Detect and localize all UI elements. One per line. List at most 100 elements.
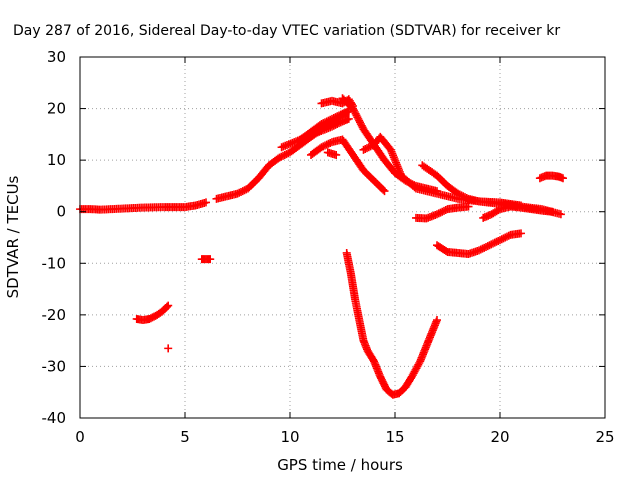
data-point xyxy=(335,119,343,128)
data-point xyxy=(483,242,492,251)
data-point xyxy=(322,117,331,126)
data-point xyxy=(501,233,510,242)
data-point xyxy=(462,193,471,202)
data-point xyxy=(454,189,462,198)
data-point xyxy=(461,193,469,202)
data-point xyxy=(317,143,326,152)
data-point xyxy=(364,143,373,152)
data-point xyxy=(478,244,487,253)
data-point xyxy=(361,144,370,153)
data-point xyxy=(433,210,441,219)
data-point xyxy=(459,192,468,201)
data-point xyxy=(164,344,173,353)
y-tick-label: -40 xyxy=(42,409,67,427)
data-point xyxy=(238,187,247,196)
data-point xyxy=(366,142,375,151)
data-point xyxy=(455,190,464,199)
data-point xyxy=(329,114,338,123)
data-point xyxy=(328,122,336,131)
x-tick-label: 15 xyxy=(385,428,404,446)
data-point xyxy=(324,139,333,148)
data-point xyxy=(490,238,499,247)
y-tick-label: 30 xyxy=(47,48,66,66)
data-point xyxy=(482,242,490,251)
data-point xyxy=(331,113,340,122)
data-point xyxy=(485,241,494,250)
data-point xyxy=(380,187,389,196)
y-tick-label: 10 xyxy=(47,151,66,169)
data-point xyxy=(517,229,525,238)
y-tick-label: -20 xyxy=(42,306,67,324)
data-point xyxy=(333,120,342,129)
data-point xyxy=(206,255,215,264)
data-point xyxy=(344,114,353,123)
data-point xyxy=(202,198,210,207)
data-point xyxy=(319,119,328,128)
data-point xyxy=(317,120,326,129)
data-point xyxy=(379,185,388,194)
data-point xyxy=(556,210,565,219)
data-point xyxy=(504,231,513,240)
data-point xyxy=(280,150,289,159)
data-point xyxy=(333,112,342,121)
data-point xyxy=(489,239,497,248)
x-tick-label: 0 xyxy=(75,428,85,446)
data-point xyxy=(499,234,508,243)
data-point xyxy=(433,316,441,325)
data-point xyxy=(335,111,343,120)
data-point xyxy=(559,174,567,183)
data-point xyxy=(497,235,506,244)
data-point xyxy=(487,240,496,249)
data-point xyxy=(331,120,340,129)
data-point xyxy=(496,236,504,245)
data-point xyxy=(328,114,336,123)
data-point xyxy=(164,301,173,310)
x-tick-label: 25 xyxy=(595,428,614,446)
data-point xyxy=(434,209,443,218)
data-point xyxy=(480,243,489,252)
data-point xyxy=(324,116,333,125)
data-point xyxy=(457,191,466,200)
data-point xyxy=(363,144,371,153)
plot-frame xyxy=(79,56,606,419)
data-point xyxy=(492,237,501,246)
data-point xyxy=(329,121,338,130)
x-axis-label: GPS time / hours xyxy=(277,456,403,474)
data-point xyxy=(237,187,245,196)
y-tick-label: -10 xyxy=(42,254,67,272)
data-point xyxy=(277,152,286,161)
data-point xyxy=(464,202,473,211)
data-point xyxy=(548,207,557,216)
data-point xyxy=(475,246,483,255)
data-point xyxy=(321,118,329,127)
y-tick-label: 0 xyxy=(56,203,66,221)
data-point xyxy=(319,142,328,151)
data-point xyxy=(322,140,331,149)
y-axis-label: SDTVAR / TECUs xyxy=(4,175,22,298)
data-point xyxy=(235,188,244,197)
chart-title: Day 287 of 2016, Sidereal Day-to-day VTE… xyxy=(13,23,560,39)
data-point xyxy=(240,186,249,195)
data-point xyxy=(441,205,450,214)
data-point xyxy=(326,138,335,147)
data-point xyxy=(440,206,448,215)
data-point xyxy=(332,150,341,159)
data-point xyxy=(503,232,511,241)
x-tick-label: 5 xyxy=(180,428,190,446)
data-point xyxy=(436,208,445,217)
data-point xyxy=(438,207,447,216)
data-point xyxy=(275,153,284,162)
data-point xyxy=(233,189,242,198)
data-point xyxy=(282,150,291,159)
data-markers xyxy=(76,94,567,399)
data-point xyxy=(326,115,335,124)
data-point xyxy=(321,141,329,150)
data-point xyxy=(359,145,368,154)
axis-ticks: 0 5 10 15 20 25 -40 -30 -20 -10 0 10 20 30 xyxy=(42,48,615,446)
x-tick-label: 10 xyxy=(280,428,299,446)
x-tick-label: 20 xyxy=(490,428,509,446)
y-tick-label: 20 xyxy=(47,100,66,118)
data-point xyxy=(494,236,503,245)
y-tick-label: -30 xyxy=(42,357,67,375)
data-point xyxy=(476,245,485,254)
